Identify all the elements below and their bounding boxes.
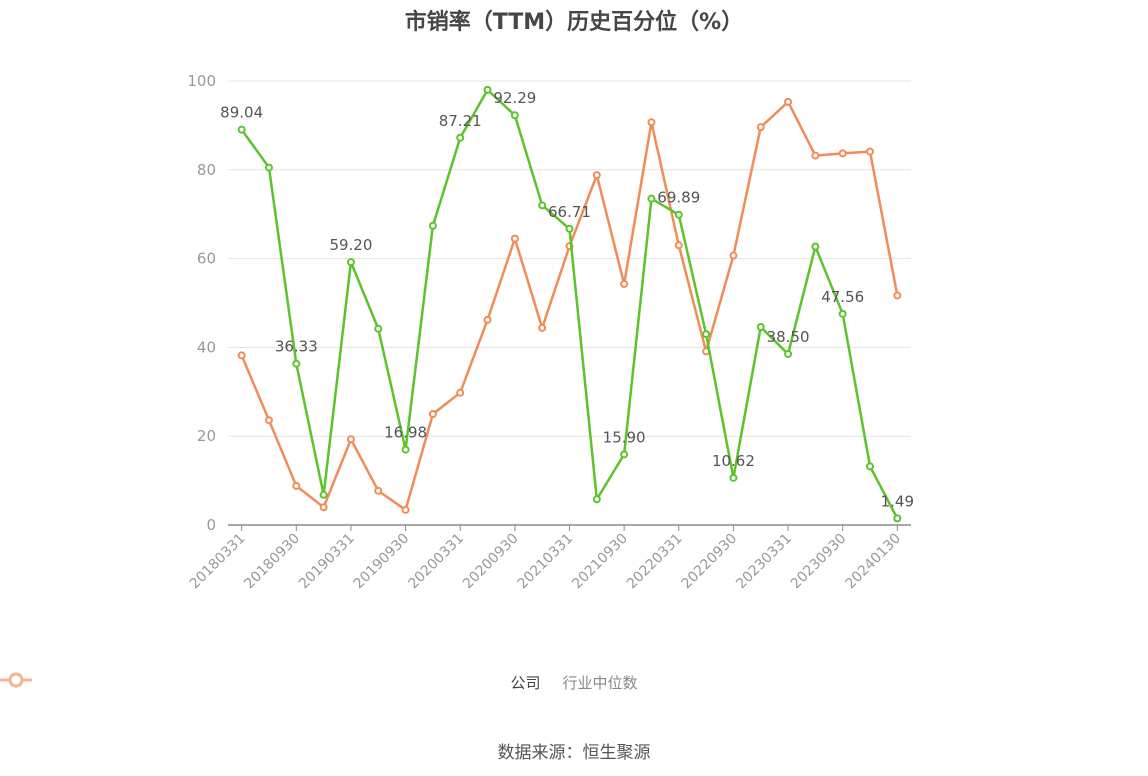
- x-tick-label: 20230331: [733, 531, 795, 593]
- x-tick-label: 20180331: [187, 531, 249, 593]
- data-point-1: [811, 151, 820, 160]
- data-point-0: [264, 163, 273, 172]
- data-point-1: [592, 171, 601, 180]
- data-point-0: [510, 111, 519, 120]
- data-point-0: [319, 490, 328, 499]
- series-line-1: [240, 100, 899, 512]
- data-point-1: [866, 147, 875, 156]
- data-point-0: [811, 242, 820, 251]
- data-label: 87.21: [439, 112, 482, 130]
- data-label: 16.98: [384, 424, 427, 442]
- data-point-1: [319, 503, 328, 512]
- data-point-1: [784, 97, 793, 106]
- data-label: 69.89: [657, 189, 700, 207]
- data-point-0: [565, 224, 574, 233]
- y-tick-label: 0: [206, 516, 216, 534]
- legend-industry-swatch: [0, 672, 32, 688]
- data-point-0: [401, 445, 410, 454]
- data-point-1: [237, 351, 246, 360]
- data-point-1: [456, 388, 465, 397]
- data-point-0: [456, 133, 465, 142]
- data-point-0: [592, 495, 601, 504]
- x-tick-label: 20180930: [241, 531, 303, 593]
- y-tick-label: 80: [197, 161, 216, 179]
- chart-title: 市销率（TTM）历史百分位（%）: [404, 10, 744, 35]
- x-tick-label: 20200930: [460, 531, 522, 593]
- x-tick-label: 20200331: [405, 531, 467, 593]
- data-point-1: [483, 315, 492, 324]
- data-point-0: [729, 473, 738, 482]
- data-point-0: [784, 350, 793, 359]
- x-tick-label: 20210331: [515, 531, 577, 593]
- data-point-0: [756, 322, 765, 331]
- y-tick-label: 20: [197, 427, 216, 445]
- data-label: 92.29: [493, 89, 536, 107]
- data-point-0: [483, 85, 492, 94]
- data-point-1: [346, 435, 355, 444]
- data-label: 66.71: [548, 203, 591, 221]
- data-point-0: [374, 324, 383, 333]
- data-point-1: [674, 241, 683, 250]
- data-point-1: [264, 416, 273, 425]
- data-point-0: [838, 309, 847, 318]
- data-label: 15.90: [603, 428, 646, 446]
- y-tick-label: 40: [197, 338, 216, 356]
- data-point-1: [510, 234, 519, 243]
- series-line-0: [240, 88, 899, 519]
- legend-item-company[interactable]: 公司: [0, 672, 541, 693]
- x-tick-label: 20240130: [842, 531, 904, 593]
- data-point-1: [729, 251, 738, 260]
- x-tick-label: 20190331: [296, 531, 358, 593]
- data-point-0: [346, 258, 355, 267]
- data-point-0: [866, 462, 875, 471]
- source-label: 数据来源：恒生聚源: [497, 743, 651, 763]
- legend: 公司 行业中位数: [0, 672, 1148, 693]
- data-point-0: [428, 221, 437, 230]
- data-point-1: [647, 118, 656, 127]
- x-tick-label: 20190930: [351, 531, 413, 593]
- data-point-1: [620, 279, 629, 288]
- data-point-0: [237, 125, 246, 134]
- data-point-0: [620, 450, 629, 459]
- data-point-1: [756, 123, 765, 132]
- y-tick-label: 100: [187, 72, 216, 90]
- x-tick-label: 20230930: [788, 531, 850, 593]
- data-point-1: [374, 486, 383, 495]
- legend-item-industry[interactable]: 行业中位数: [0, 672, 638, 693]
- data-point-1: [893, 291, 902, 300]
- data-point-1: [401, 505, 410, 514]
- data-point-0: [292, 359, 301, 368]
- x-tick-label: 20220930: [679, 531, 741, 593]
- data-point-1: [428, 410, 437, 418]
- data-point-0: [893, 514, 902, 523]
- data-point-1: [538, 323, 547, 332]
- data-point-0: [674, 210, 683, 219]
- legend-company-label: 公司: [510, 674, 541, 692]
- data-point-0: [647, 194, 656, 203]
- legend-industry-label: 行业中位数: [562, 674, 638, 692]
- data-label: 1.49: [881, 492, 914, 510]
- data-label: 36.33: [275, 338, 318, 356]
- data-point-0: [702, 330, 711, 339]
- y-tick-label: 60: [197, 250, 216, 268]
- data-label: 59.20: [329, 236, 372, 254]
- data-point-1: [838, 149, 847, 158]
- data-label: 38.50: [767, 328, 810, 346]
- x-tick-label: 20210930: [569, 531, 631, 593]
- data-point-1: [292, 481, 301, 490]
- data-label: 10.62: [712, 452, 755, 470]
- x-tick-label: 20220331: [624, 531, 686, 593]
- data-label: 47.56: [821, 288, 864, 306]
- data-label: 89.04: [220, 104, 263, 122]
- data-point-0: [538, 201, 547, 210]
